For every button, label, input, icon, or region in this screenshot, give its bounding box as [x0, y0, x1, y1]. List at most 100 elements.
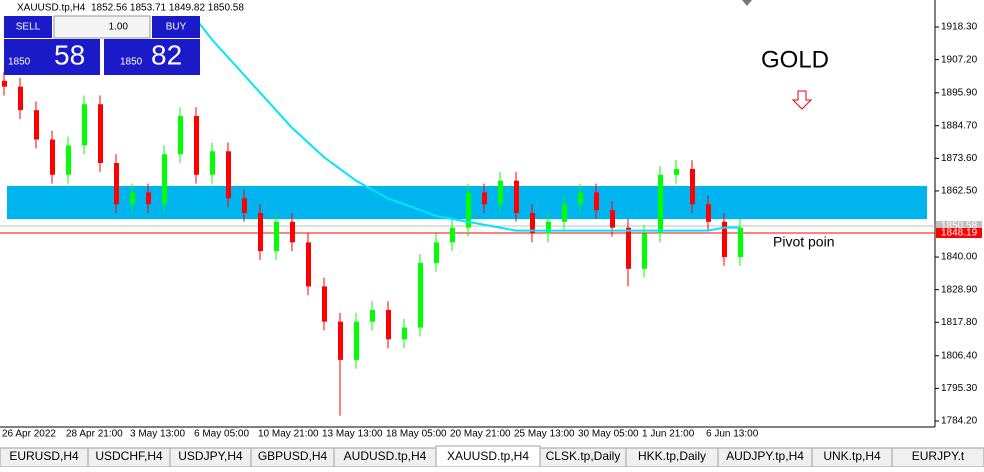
candle-body: [546, 221, 551, 234]
pivot-annotation: Pivot poin: [773, 234, 834, 250]
tab-label[interactable]: EURJPY.t: [912, 449, 965, 463]
candle-body: [66, 145, 71, 175]
x-tick-label: 20 May 21:00: [450, 429, 511, 440]
header-symbol: XAUUSD.tp,H4: [17, 3, 86, 14]
tab-label[interactable]: CLSK.tp,Daily: [546, 449, 621, 463]
moving-average: [195, 18, 740, 232]
candle-body: [82, 104, 87, 146]
x-tick-label: 10 May 21:00: [258, 429, 319, 440]
y-tick-label: 1862.50: [941, 186, 978, 197]
candle-body: [338, 321, 343, 360]
candle-body: [98, 104, 103, 164]
candle-body: [594, 192, 599, 211]
x-tick-label: 1 Jun 21:00: [642, 429, 695, 440]
tab-label[interactable]: EURUSD,H4: [9, 449, 79, 463]
candle-body: [706, 204, 711, 222]
header-ohlc: 1852.56 1853.71 1849.82 1850.58: [91, 3, 244, 14]
price-tag: [936, 227, 982, 238]
y-tick-label: 1806.40: [941, 350, 978, 361]
candle-body: [418, 262, 423, 328]
candle-body: [722, 221, 727, 258]
candle-body: [306, 242, 311, 287]
candle-body: [530, 212, 535, 234]
sell-button[interactable]: [4, 16, 52, 38]
bid-big: 1850: [8, 57, 31, 68]
candle-body: [290, 221, 295, 243]
tab-label[interactable]: AUDJPY.tp,H4: [726, 449, 804, 463]
candle-body: [674, 168, 679, 175]
tab-label[interactable]: XAUUSD.tp,H4: [447, 449, 529, 463]
candle-body: [466, 192, 471, 228]
candle-body: [498, 180, 503, 205]
tab-label[interactable]: AUDUSD.tp,H4: [344, 449, 427, 463]
y-tick-label: 1784.20: [941, 416, 978, 427]
candle-body: [242, 198, 247, 213]
x-tick-label: 30 May 05:00: [578, 429, 639, 440]
candle-body: [482, 192, 487, 205]
price-tag-label: 1850.58: [941, 221, 978, 232]
candle-body: [194, 116, 199, 175]
price-tag: [936, 220, 982, 231]
candle-body: [562, 204, 567, 222]
candle-body: [450, 227, 455, 243]
ask-big: 1850: [120, 57, 143, 68]
candle-body: [322, 286, 327, 322]
candle-body: [578, 192, 583, 205]
candle-body: [50, 139, 55, 175]
candle-body: [434, 242, 439, 263]
tab-label[interactable]: UNK.tp,H4: [823, 449, 881, 463]
y-tick-label: 1895.90: [941, 87, 978, 98]
y-tick-label: 1884.70: [941, 120, 978, 131]
candle-body: [162, 154, 167, 205]
lot-value[interactable]: 1.00: [109, 22, 129, 33]
y-tick-label: 1873.60: [941, 153, 978, 164]
trade-panel: SELL 1.00 BUY 1850 58 1850 82: [4, 15, 200, 75]
x-tick-label: 28 Apr 21:00: [66, 429, 123, 440]
sell-label[interactable]: SELL: [16, 22, 41, 33]
y-tick-label: 1817.80: [941, 317, 978, 328]
x-tick-label: 6 Jun 13:00: [706, 429, 759, 440]
candle-body: [610, 210, 615, 228]
y-tick-label: 1907.20: [941, 54, 978, 65]
candle-body: [226, 151, 231, 199]
candle-body: [386, 309, 391, 340]
buy-label[interactable]: BUY: [166, 22, 187, 33]
candle-body: [738, 227, 743, 258]
tab-label[interactable]: HKK.tp,Daily: [638, 449, 706, 463]
x-tick-label: 25 May 13:00: [514, 429, 575, 440]
bid-box[interactable]: [4, 39, 100, 75]
candle-body: [642, 233, 647, 269]
candle-body: [146, 192, 151, 205]
x-tick-label: 6 May 05:00: [194, 429, 249, 440]
lot-input[interactable]: [53, 15, 151, 39]
candle-body: [34, 110, 39, 140]
buy-button[interactable]: [152, 16, 200, 38]
ask-small: 82: [151, 39, 182, 70]
candle-body: [18, 86, 23, 111]
x-tick-label: 26 Apr 2022: [2, 429, 56, 440]
tab-label[interactable]: GBPUSD,H4: [258, 449, 328, 463]
x-tick-label: 13 May 13:00: [322, 429, 383, 440]
tab-label[interactable]: USDCHF,H4: [95, 449, 163, 463]
marker: [742, 0, 752, 6]
candle-body: [514, 180, 519, 213]
candle-body: [114, 163, 119, 205]
y-tick-label: 1840.00: [941, 252, 978, 263]
y-tick-label: 1828.90: [941, 284, 978, 295]
candle-body: [130, 192, 135, 205]
candle-body: [626, 227, 631, 269]
candle-body: [690, 168, 695, 205]
candle-body: [274, 221, 279, 252]
y-tick-label: 1795.30: [941, 383, 978, 394]
candle-body: [354, 321, 359, 360]
tab-label[interactable]: USDJPY,H4: [178, 449, 243, 463]
x-tick-label: 18 May 05:00: [386, 429, 447, 440]
candle-body: [258, 212, 263, 252]
price-tag-label: 1848.19: [941, 228, 978, 239]
candle-body: [370, 309, 375, 322]
down-arrow: [791, 90, 813, 110]
x-tick-label: 3 May 13:00: [130, 429, 185, 440]
ask-box[interactable]: [104, 39, 200, 75]
candle-body: [402, 327, 407, 340]
